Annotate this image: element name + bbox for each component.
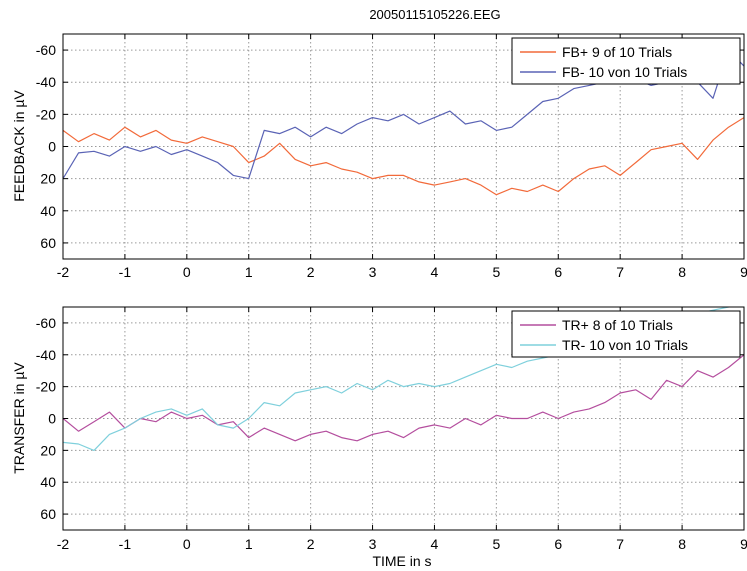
feedback-x-tick-label: 3 [369,264,377,280]
transfer-y-tick-label: 60 [40,506,56,522]
transfer-x-tick-label: 4 [431,536,439,552]
feedback-panel: -2 -1 0 1 2 3 4 5 6 7 8 9 -60 -40 -20 0 20 40 60 FB+ 9 of 1… [36,33,747,280]
transfer-y-tick-label: -20 [36,379,56,395]
transfer-x-tick-label: 0 [183,536,191,552]
transfer-y-tick-label: 0 [48,411,56,427]
feedback-x-tick-label: -1 [119,264,132,280]
x-axis-label: TIME in s [372,553,431,569]
feedback-y-tick-label: -20 [36,106,56,122]
transfer-y-axis-label: TRANSFER in µV [11,362,27,474]
transfer-x-tick-label: 5 [492,536,500,552]
transfer-panel: -2 -1 0 1 2 3 4 5 6 7 8 9 -60 -40 -20 0 20 40 60 TR+ 8 of 1… [36,306,747,552]
feedback-y-tick-label: 0 [48,139,56,155]
feedback-x-tick-label: 2 [307,264,315,280]
feedback-x-tick-label: 1 [245,264,253,280]
feedback-x-tick-label: 0 [183,264,191,280]
transfer-y-tick-label: 20 [40,442,56,458]
feedback-y-tick-label: -40 [36,74,56,90]
transfer-x-tick-label: 8 [678,536,686,552]
feedback-x-tick-label: 4 [431,264,439,280]
transfer-legend: TR+ 8 of 10 Trials TR- 10 von 10 Trials [511,310,741,358]
feedback-x-tick-label: 9 [740,264,747,280]
transfer-x-tick-label: -1 [119,536,132,552]
transfer-y-tick-label: 40 [40,474,56,490]
transfer-x-tick-label: 1 [245,536,253,552]
transfer-y-tick-label: -40 [36,347,56,363]
feedback-y-tick-label: 60 [40,235,56,251]
feedback-series-1-line [63,117,744,196]
transfer-series-1-line [63,354,744,442]
transfer-legend-label-2: TR- 10 von 10 Trials [562,337,688,353]
feedback-x-tick-label: 6 [554,264,562,280]
feedback-x-tick-label: 7 [616,264,624,280]
feedback-x-tick-label: 8 [678,264,686,280]
transfer-x-tick-label: 2 [307,536,315,552]
transfer-x-tick-label: 9 [740,536,747,552]
feedback-y-tick-label: 20 [40,171,56,187]
feedback-legend-label-2: FB- 10 von 10 Trials [562,64,687,80]
figure-title: 20050115105226.EEG [369,7,500,22]
transfer-x-tick-label: 7 [616,536,624,552]
feedback-y-tick-label: 40 [40,203,56,219]
feedback-x-tick-label: 5 [492,264,500,280]
feedback-x-tick-label: -2 [57,264,70,280]
feedback-legend: FB+ 9 of 10 Trials FB- 10 von 10 Trials [511,37,741,85]
transfer-x-tick-label: 6 [554,536,562,552]
feedback-y-axis-label: FEEDBACK in µV [11,90,27,202]
transfer-x-tick-label: -2 [57,536,70,552]
transfer-x-tick-label: 3 [369,536,377,552]
feedback-y-tick-label: -60 [36,42,56,58]
transfer-legend-label-1: TR+ 8 of 10 Trials [562,317,673,333]
feedback-legend-label-1: FB+ 9 of 10 Trials [562,44,672,60]
transfer-y-tick-label: -60 [36,315,56,331]
